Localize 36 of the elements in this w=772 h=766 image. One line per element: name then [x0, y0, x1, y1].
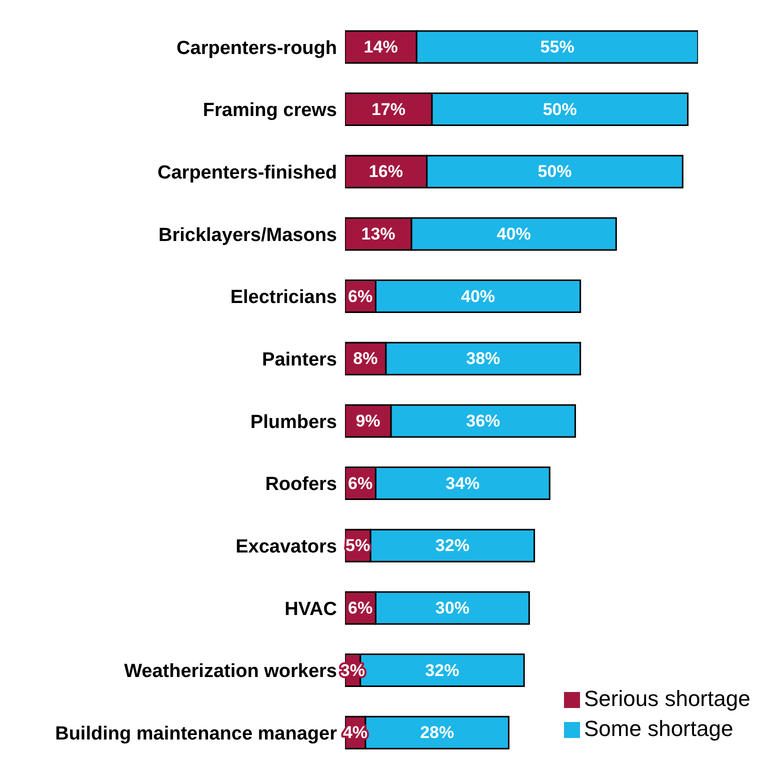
y-tick-label: Plumbers	[250, 412, 337, 433]
y-tick-label: Bricklayers/Masons	[158, 224, 337, 246]
data-label: 6%	[348, 286, 373, 306]
data-label: 5%	[346, 536, 370, 556]
y-tick-label: Excavators	[236, 536, 337, 558]
data-label: 50%	[542, 100, 577, 119]
data-label: 16%	[368, 162, 403, 182]
data-label: 34%	[446, 474, 480, 493]
legend-label: Some shortage	[584, 716, 734, 741]
data-label: 14%	[364, 37, 398, 56]
y-tick-label: Painters	[262, 350, 337, 371]
data-label: 6%	[348, 474, 373, 493]
y-tick-label: Weatherization workers	[124, 661, 337, 682]
y-tick-label: HVAC	[284, 598, 338, 620]
data-label: 38%	[466, 349, 500, 368]
data-label: 30%	[435, 598, 470, 618]
data-label: 40%	[496, 224, 531, 244]
data-label: 40%	[461, 286, 496, 306]
data-label: 50%	[538, 162, 572, 182]
data-label: 13%	[361, 224, 396, 244]
y-tick-label: Carpenters-finished	[158, 162, 337, 184]
data-label: 6%	[348, 598, 373, 618]
data-label: 36%	[466, 411, 500, 430]
data-label: 8%	[353, 349, 378, 368]
data-label: 32%	[425, 660, 460, 680]
y-tick-label: Building maintenance manager	[55, 724, 338, 745]
y-tick-label: Carpenters-rough	[176, 38, 337, 59]
y-tick-label: Electricians	[230, 287, 337, 308]
y-tick-label: Roofers	[265, 474, 337, 496]
data-label: 9%	[356, 411, 380, 430]
data-label: 32%	[435, 536, 470, 556]
data-label: 28%	[420, 723, 454, 742]
legend-label: Serious shortage	[584, 686, 750, 711]
y-tick-label: Framing crews	[202, 100, 337, 122]
data-label: 55%	[540, 37, 574, 56]
data-label: 17%	[371, 100, 406, 119]
